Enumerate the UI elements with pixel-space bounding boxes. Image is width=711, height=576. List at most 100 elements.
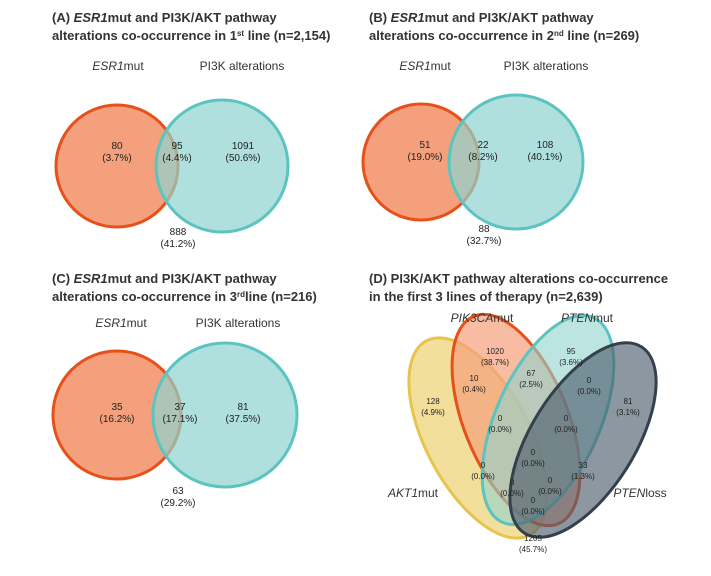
region-count: 0 [587, 376, 592, 385]
label-part: PI3K alterations [200, 59, 285, 73]
region-percent: (17.1%) [162, 414, 197, 425]
title-part: alterations co-occurrence in 1 [52, 28, 237, 43]
title-part: in the first 3 lines of therapy (n=2,639… [369, 289, 603, 304]
label-part: ESR1 [95, 316, 126, 330]
set-label: PI3K alterations [504, 59, 589, 73]
title-part: (A) [52, 10, 74, 25]
region-count: 108 [537, 140, 554, 151]
title-part: (B) [369, 10, 391, 25]
label-part: PIK3CA [451, 311, 494, 325]
region-count: 0 [531, 448, 536, 457]
title-part: st [237, 29, 244, 38]
region-percent: (4.4%) [162, 153, 191, 164]
set-label: ESR1mut [95, 316, 147, 330]
venn-b [361, 93, 585, 231]
panel-title: alterations co-occurrence in 3rdline (n=… [52, 289, 317, 304]
title-part: alterations co-occurrence in 2 [369, 28, 554, 43]
label-part: mut [124, 59, 145, 73]
region-percent: (40.1%) [527, 152, 562, 163]
set-label: AKT1mut [387, 486, 439, 500]
label-part: PI3K alterations [504, 59, 589, 73]
set-label: PIK3CAmut [451, 311, 514, 325]
region-percent: (19.0%) [407, 152, 442, 163]
region-percent: (0.0%) [500, 489, 524, 498]
title-part: (D) PI3K/AKT pathway alterations co-occu… [369, 271, 668, 286]
set-label: ESR1mut [399, 59, 451, 73]
region-percent: (0.0%) [538, 487, 562, 496]
region-count: 22 [477, 140, 489, 151]
title-part: (C) [52, 271, 74, 286]
label-part: PTEN [613, 486, 645, 500]
panel-title: in the first 3 lines of therapy (n=2,639… [369, 289, 603, 304]
set-label: PI3K alterations [196, 316, 281, 330]
panel-title: (B) ESR1mut and PI3K/AKT pathway [369, 10, 594, 25]
region-percent: (8.2%) [468, 152, 497, 163]
venn-a [54, 98, 290, 234]
region-count: 35 [111, 402, 123, 413]
region-percent: (45.7%) [519, 545, 547, 554]
region-percent: (3.1%) [616, 408, 640, 417]
label-part: PTEN [561, 311, 593, 325]
label-part: mut [493, 311, 514, 325]
region-percent: (0.0%) [488, 425, 512, 434]
region-percent: (0.0%) [577, 387, 601, 396]
venn-c [51, 341, 299, 489]
region-count: 51 [419, 140, 431, 151]
region-count: 0 [564, 414, 569, 423]
region-percent: (37.5%) [225, 414, 260, 425]
title-part: line (n=216) [245, 289, 317, 304]
venn-d [407, 312, 658, 540]
region-count: 80 [111, 141, 123, 152]
title-part: mut and PI3K/AKT pathway [108, 10, 278, 25]
label-part: loss [645, 486, 666, 500]
region-count: 37 [174, 402, 186, 413]
region-count: 81 [624, 397, 633, 406]
label-part: mut [418, 486, 439, 500]
region-count: 888 [170, 227, 187, 238]
region-percent: (41.2%) [160, 239, 195, 250]
region-percent: (3.7%) [102, 153, 131, 164]
region-count: 128 [426, 397, 440, 406]
panel-title: (D) PI3K/AKT pathway alterations co-occu… [369, 271, 668, 286]
region-percent: (3.6%) [559, 358, 583, 367]
set-label: PI3K alterations [200, 59, 285, 73]
panel-title: (C) ESR1mut and PI3K/AKT pathway [52, 271, 277, 286]
label-part: AKT1 [387, 486, 418, 500]
region-count: 0 [548, 476, 553, 485]
region-count: 81 [237, 402, 249, 413]
region-percent: (29.2%) [160, 498, 195, 509]
title-part: rd [237, 290, 245, 299]
title-part: ESR1 [74, 271, 108, 286]
label-part: ESR1 [399, 59, 430, 73]
title-part: line (n=269) [564, 28, 640, 43]
set-label: PTENloss [613, 486, 666, 500]
panel: (D) PI3K/AKT pathway alterations co-occu… [369, 271, 668, 554]
title-part: ESR1 [74, 10, 108, 25]
title-part: nd [554, 29, 564, 38]
region-count: 1020 [486, 347, 504, 356]
region-count: 67 [527, 369, 536, 378]
region-percent: (16.2%) [99, 414, 134, 425]
label-part: mut [593, 311, 614, 325]
set-circle [154, 98, 290, 234]
panel-title: alterations co-occurrence in 1st line (n… [52, 28, 330, 43]
region-percent: (32.7%) [466, 236, 501, 247]
region-count: 10 [470, 374, 479, 383]
region-percent: (0.0%) [471, 472, 495, 481]
label-part: mut [431, 59, 452, 73]
region-count: 63 [172, 486, 184, 497]
label-part: PI3K alterations [196, 316, 281, 330]
region-percent: (0.0%) [554, 425, 578, 434]
region-count: 1205 [524, 534, 542, 543]
panel: (A) ESR1mut and PI3K/AKT pathway alterati… [52, 10, 330, 250]
panel: (B) ESR1mut and PI3K/AKT pathway alterati… [369, 10, 639, 247]
set-label: PTENmut [561, 311, 614, 325]
region-percent: (4.9%) [421, 408, 445, 417]
title-part: mut and PI3K/AKT pathway [108, 271, 278, 286]
set-ellipse [508, 341, 658, 539]
region-percent: (0.0%) [521, 459, 545, 468]
region-count: 95 [567, 347, 576, 356]
set-label: ESR1mut [92, 59, 144, 73]
set-circle [447, 93, 585, 231]
